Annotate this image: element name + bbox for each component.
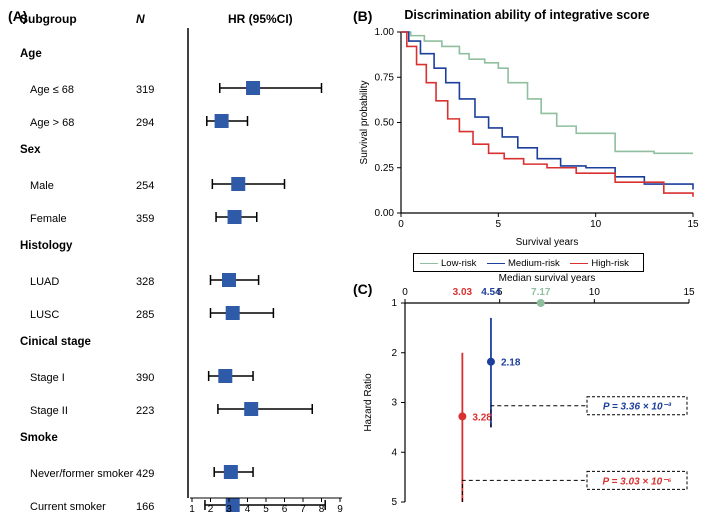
svg-text:0: 0	[402, 287, 408, 298]
svg-text:10: 10	[590, 219, 602, 230]
svg-text:0.25: 0.25	[375, 163, 395, 174]
svg-text:2.18: 2.18	[501, 358, 521, 369]
svg-text:Hazard Ratio: Hazard Ratio	[363, 373, 374, 432]
svg-text:7.17: 7.17	[531, 287, 551, 298]
svg-text:5: 5	[263, 504, 269, 515]
svg-text:P = 3.03 × 10⁻⁶: P = 3.03 × 10⁻⁶	[602, 476, 671, 487]
km-plot-svg: 0 5 10 15 0.00 0.25 0.50 0.75 1.00 Survival years…	[353, 26, 701, 251]
svg-text:Median survival years: Median survival years	[499, 273, 596, 284]
svg-text:0.00: 0.00	[375, 208, 395, 219]
panel-c-hr-plot: Low-risk Medium-risk High-risk (C) 05101…	[353, 253, 701, 522]
svg-text:1: 1	[189, 504, 195, 515]
svg-text:4: 4	[245, 504, 251, 515]
svg-text:P = 3.36 × 10⁻³: P = 3.36 × 10⁻³	[603, 402, 672, 413]
svg-text:15: 15	[683, 287, 695, 298]
panel-b-km-plot: (B) Discrimination ability of integrativ…	[353, 8, 701, 253]
svg-text:3: 3	[391, 398, 397, 409]
svg-text:3.03: 3.03	[453, 287, 473, 298]
svg-text:1: 1	[391, 298, 397, 309]
svg-text:0.50: 0.50	[375, 118, 395, 129]
panel-b-title: Discrimination ability of integrative sc…	[353, 8, 701, 22]
svg-text:2: 2	[208, 504, 214, 515]
svg-text:4: 4	[391, 447, 397, 458]
svg-text:5: 5	[391, 497, 397, 508]
header-subgroup: Subgroup	[20, 12, 77, 26]
hr-plot-svg: 051015Median survival years12345Hazard R…	[353, 253, 701, 522]
panel-a-forest-plot: (A) Subgroup N HR (95%CI) AgeAge ≤ 68319…	[8, 8, 353, 522]
svg-text:0: 0	[398, 219, 404, 230]
svg-text:10: 10	[589, 287, 601, 298]
svg-text:Survival years: Survival years	[516, 237, 579, 248]
svg-text:Survival probability: Survival probability	[359, 81, 370, 165]
svg-text:7: 7	[300, 504, 306, 515]
svg-text:8: 8	[319, 504, 325, 515]
forest-plot-svg: 1 2 3 4 5 6 7 8 9	[186, 28, 346, 518]
svg-text:2: 2	[391, 348, 397, 359]
svg-text:0.75: 0.75	[375, 72, 395, 83]
svg-text:5: 5	[496, 219, 502, 230]
svg-text:6: 6	[282, 504, 288, 515]
header-n: N	[136, 12, 145, 26]
svg-text:3: 3	[226, 504, 232, 515]
svg-text:4.54: 4.54	[481, 287, 501, 298]
svg-text:3.28: 3.28	[472, 412, 492, 423]
svg-text:15: 15	[687, 219, 699, 230]
svg-text:1.00: 1.00	[375, 27, 395, 38]
svg-text:9: 9	[337, 504, 343, 515]
header-hr: HR (95%CI)	[228, 12, 293, 26]
